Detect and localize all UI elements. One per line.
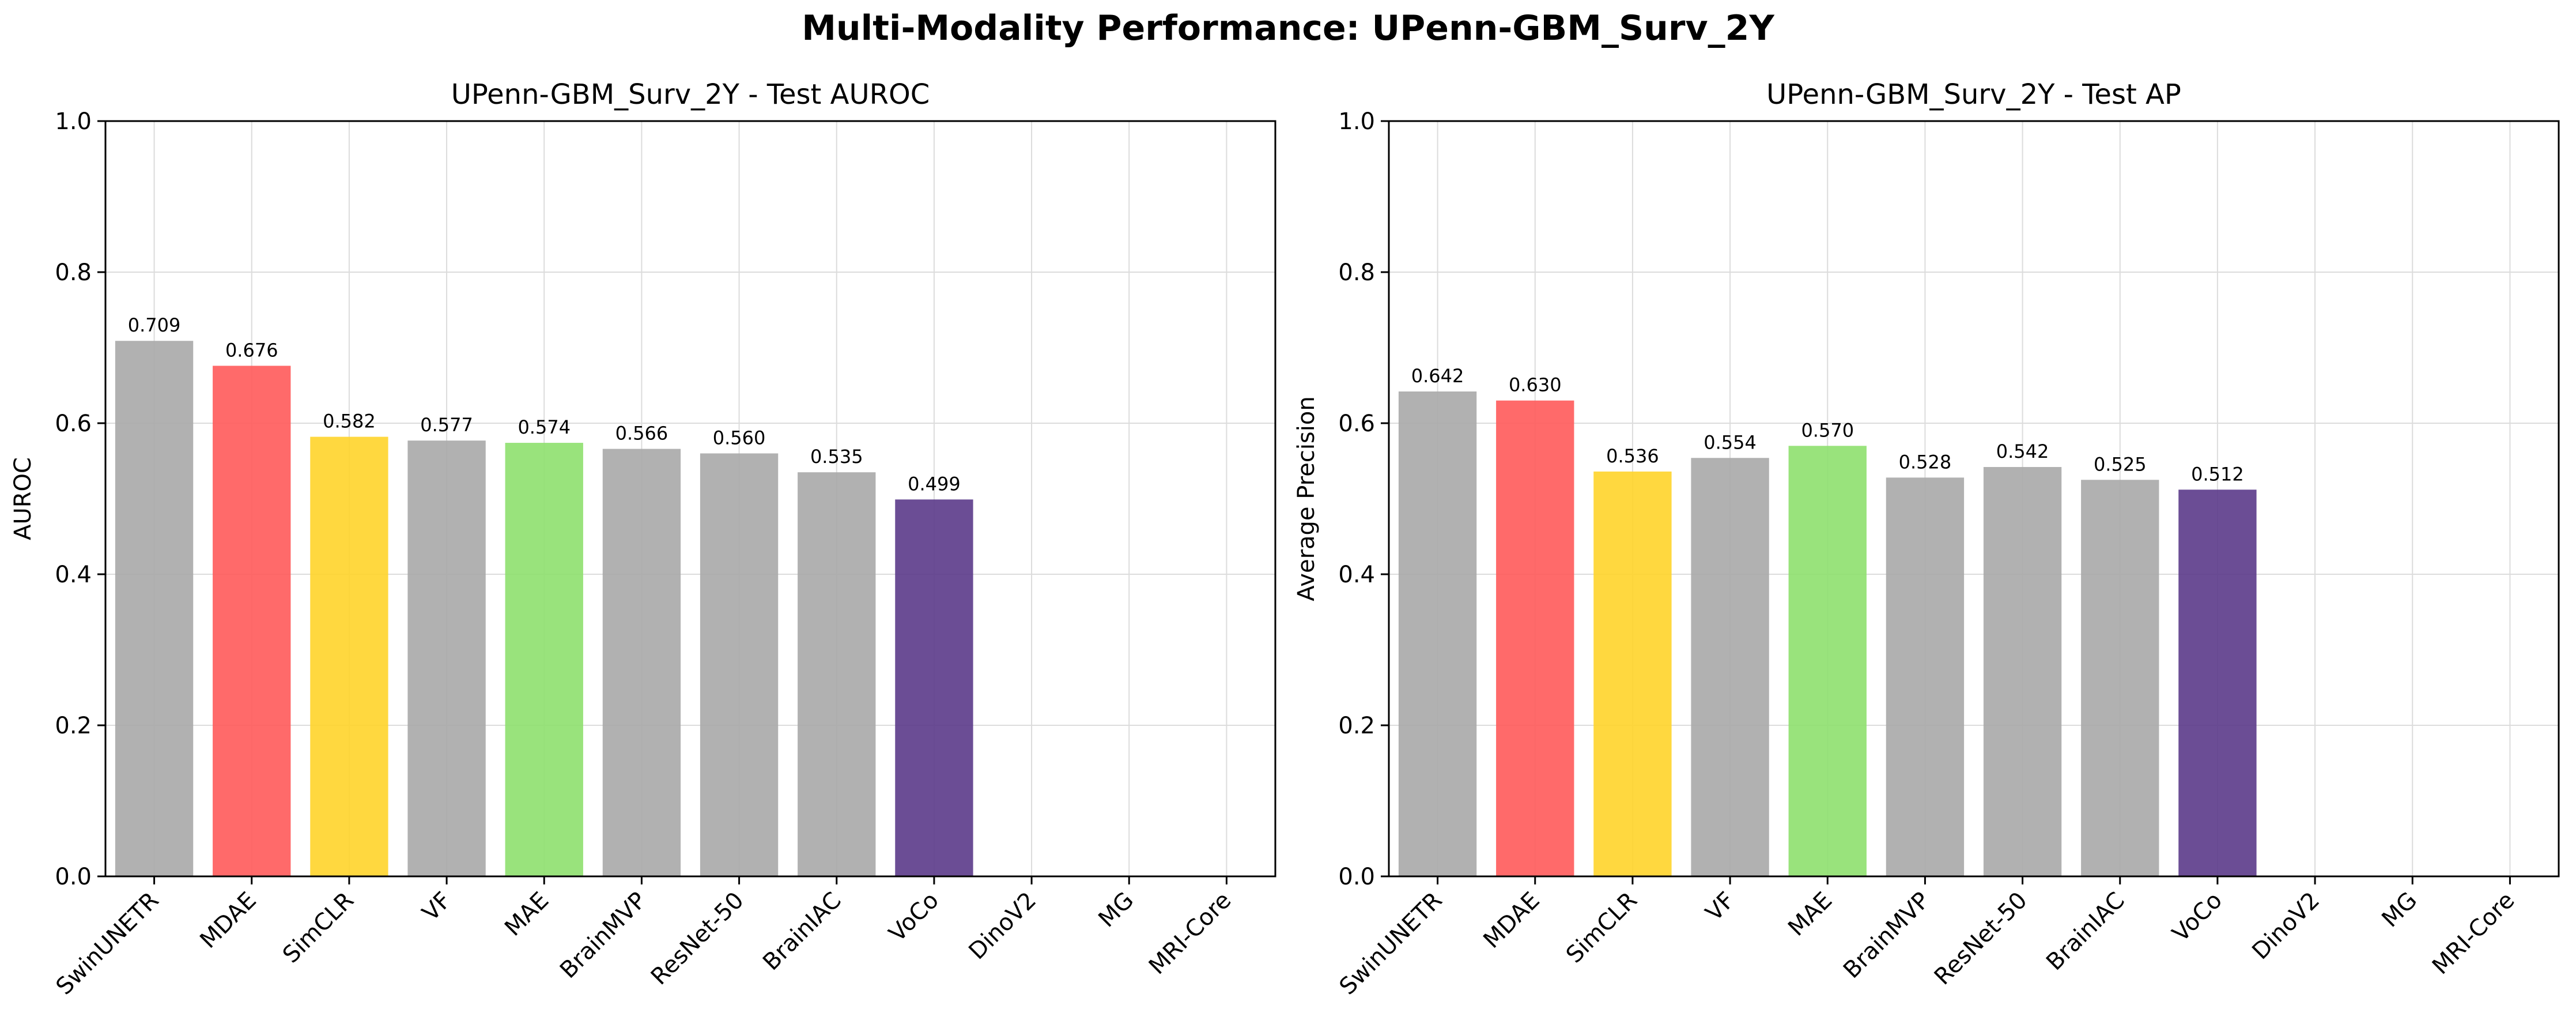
bar-value-label: 0.676 [225, 339, 278, 361]
x-tick-label: DinoV2 [2247, 887, 2325, 965]
chart-panel-1: 0.709 0.676 0.582 0.577 0.574 0.566 0.560 0.535… [10, 78, 1276, 1000]
bar-mae [505, 443, 583, 876]
bar-value-label: 0.560 [713, 427, 766, 449]
bar-value-label: 0.535 [810, 446, 863, 468]
y-tick-label: 0.0 [1338, 864, 1375, 890]
bar-value-label: 0.574 [518, 416, 571, 438]
bar-simclr [1593, 471, 1672, 876]
y-tick-label: 0.0 [55, 864, 92, 890]
y-tick-label: 1.0 [55, 108, 92, 135]
x-tick-label: BrainMVP [1838, 887, 1935, 984]
x-tick-label: ResNet-50 [1929, 887, 2033, 991]
bar-resnet-50 [1983, 466, 2062, 876]
bar-mdae [1496, 400, 1574, 876]
x-tick-label: MDAE [1478, 887, 1544, 954]
bar-resnet-50 [700, 453, 779, 876]
x-tick-label: SwinUNETR [51, 887, 164, 1000]
figure-title: Multi-Modality Performance: UPenn-GBM_Su… [802, 8, 1774, 48]
chart-title: UPenn-GBM_Surv_2Y - Test AP [1766, 78, 2181, 111]
bar-value-label: 0.577 [420, 414, 473, 436]
bar-voco [895, 499, 973, 876]
x-tick-label: VoCo [2167, 887, 2227, 947]
bar-swinunetr [115, 341, 194, 876]
y-tick-label: 1.0 [1338, 108, 1375, 135]
x-tick-label: SwinUNETR [1335, 887, 1448, 1000]
x-tick-label: MAE [1783, 887, 1837, 942]
x-tick-label: BrainIAC [2041, 887, 2130, 976]
bar-value-label: 0.709 [128, 314, 181, 336]
chart-panel-2: 0.642 0.630 0.536 0.554 0.570 0.528 0.542 0.525… [1293, 78, 2560, 1000]
bar-brainiac [2081, 480, 2159, 876]
bar-brainiac [798, 472, 876, 876]
bar-vf [407, 440, 486, 876]
bar-value-label: 0.570 [1801, 419, 1854, 441]
x-tick-label: BrainIAC [758, 887, 847, 976]
bar-value-label: 0.566 [615, 423, 668, 445]
bar-swinunetr [1398, 391, 1477, 876]
x-tick-label: ResNet-50 [646, 887, 749, 991]
bar-value-label: 0.536 [1606, 445, 1659, 467]
x-tick-label: VF [1701, 887, 1740, 927]
bar-value-label: 0.582 [323, 411, 376, 432]
x-tick-label: DinoV2 [964, 887, 1041, 965]
bar-value-label: 0.528 [1899, 451, 1952, 473]
bar-value-label: 0.554 [1704, 431, 1757, 453]
y-tick-label: 0.8 [55, 259, 92, 286]
x-tick-label: MDAE [195, 887, 261, 954]
x-tick-label: MAE [500, 887, 554, 942]
x-tick-label: VF [417, 887, 456, 927]
y-tick-label: 0.6 [1338, 411, 1375, 437]
bar-brainmvp [1886, 477, 1965, 876]
axes-frame [104, 120, 1276, 878]
bar-value-label: 0.525 [2094, 453, 2147, 475]
bar-simclr [310, 436, 388, 876]
x-tick-label: MG [1093, 887, 1139, 933]
y-tick-label: 0.4 [55, 562, 92, 588]
bar-brainmvp [602, 449, 681, 876]
bar-voco [2178, 489, 2257, 876]
x-tick-label: SimCLR [1561, 887, 1642, 969]
x-tick-label: SimCLR [278, 887, 359, 969]
bar-value-label: 0.630 [1509, 374, 1562, 396]
bar-value-label: 0.512 [2191, 463, 2244, 485]
y-tick-label: 0.2 [55, 713, 92, 739]
y-tick-label: 0.6 [55, 411, 92, 437]
x-tick-label: VoCo [884, 887, 944, 947]
bar-mae [1788, 446, 1867, 876]
bar-value-label: 0.642 [1411, 365, 1464, 387]
y-axis-label: AUROC [10, 457, 36, 540]
y-tick-label: 0.2 [1338, 713, 1375, 739]
x-tick-label: MG [2377, 887, 2422, 933]
bar-value-label: 0.499 [908, 473, 961, 495]
bar-mdae [213, 366, 291, 876]
axes-frame [1388, 120, 2560, 878]
x-tick-label: MRI-Core [1144, 887, 1237, 980]
x-tick-label: BrainMVP [555, 887, 651, 984]
y-tick-label: 0.8 [1338, 259, 1375, 286]
x-tick-label: MRI-Core [2427, 887, 2520, 980]
bar-value-label: 0.542 [1996, 440, 2049, 462]
y-axis-label: Average Precision [1293, 396, 1320, 601]
y-tick-label: 0.4 [1338, 562, 1375, 588]
bar-vf [1691, 458, 1769, 876]
chart-title: UPenn-GBM_Surv_2Y - Test AUROC [451, 78, 930, 111]
